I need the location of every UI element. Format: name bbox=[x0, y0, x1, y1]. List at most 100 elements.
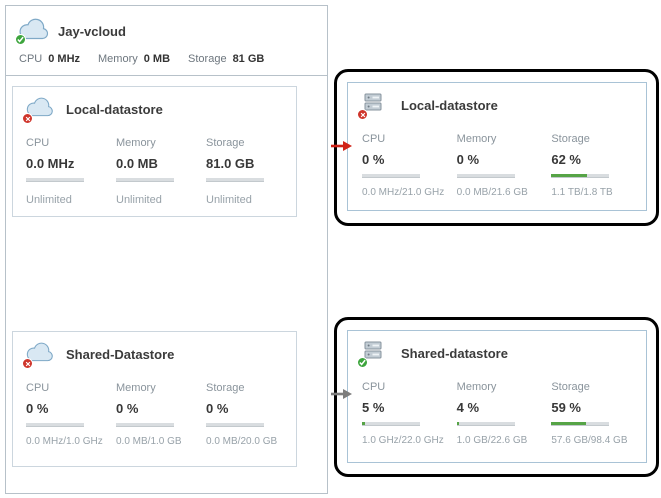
metric-label: Memory bbox=[116, 382, 156, 394]
vcloud-stats-row: CPU 0 MHz Memory 0 MB Storage 81 GB bbox=[19, 53, 282, 65]
highlight-callout-shared: Shared-datastore CPU 5 % 1.0 GHz/22.0 GH… bbox=[334, 317, 659, 477]
card-local-datastore-usage[interactable]: Local-datastore CPU 0 % 0.0 MHz/21.0 GHz… bbox=[347, 82, 647, 211]
cloud-icon bbox=[22, 97, 57, 124]
metric-label: Storage bbox=[551, 381, 590, 393]
stat-value-cpu: 0 MHz bbox=[48, 53, 81, 65]
usage-bar bbox=[206, 423, 264, 427]
metric-label: Storage bbox=[551, 133, 590, 145]
card-header: Local-datastore bbox=[348, 83, 646, 120]
metric-label: Storage bbox=[206, 382, 245, 394]
metric-cpu: CPU 0 % 0.0 MHz/21.0 GHz bbox=[362, 133, 457, 198]
provider-vdc-panel: Jay-vcloud CPU 0 MHz Memory 0 MB Storage… bbox=[5, 5, 328, 494]
metric-memory: Memory 0 % 0.0 MB/1.0 GB bbox=[116, 382, 206, 447]
metric-cpu: CPU 0 % 0.0 MHz/1.0 GHz bbox=[26, 382, 116, 447]
usage-bar bbox=[456, 174, 515, 178]
metric-storage: Storage 81.0 GB Unlimited bbox=[206, 137, 296, 206]
metric-label: CPU bbox=[362, 133, 386, 145]
usage-bar bbox=[26, 178, 84, 182]
metric-storage: Storage 59 % 57.6 GB/98.4 GB bbox=[551, 381, 646, 446]
highlight-callout-local: Local-datastore CPU 0 % 0.0 MHz/21.0 GHz… bbox=[334, 69, 659, 226]
usage-bar bbox=[116, 178, 174, 182]
metric-label: Storage bbox=[206, 137, 245, 149]
metric-value: 0 % bbox=[116, 401, 139, 416]
metric-label: Memory bbox=[456, 381, 497, 393]
card-title: Shared-datastore bbox=[401, 345, 508, 361]
gray-arrow-icon bbox=[331, 389, 352, 399]
card-header: Local-datastore bbox=[13, 87, 296, 124]
metric-sub: 1.0 GHz/22.0 GHz bbox=[362, 435, 444, 446]
metric-value: 0 % bbox=[206, 401, 229, 416]
metric-cpu: CPU 5 % 1.0 GHz/22.0 GHz bbox=[362, 381, 457, 446]
metrics-row: CPU 0 % 0.0 MHz/21.0 GHz Memory 0 % 0.0 … bbox=[348, 133, 646, 198]
metric-label: CPU bbox=[26, 382, 50, 394]
card-shared-datastore-usage[interactable]: Shared-datastore CPU 5 % 1.0 GHz/22.0 GH… bbox=[347, 330, 647, 463]
cloud-glyph bbox=[19, 18, 49, 40]
metrics-row: CPU 5 % 1.0 GHz/22.0 GHz Memory 4 % 1.0 … bbox=[348, 381, 646, 446]
cloud-icon bbox=[15, 18, 50, 45]
metric-sub: 0.0 MB/21.6 GB bbox=[456, 187, 528, 198]
metric-value: 0 % bbox=[456, 152, 480, 167]
card-shared-datastore-allocation[interactable]: Shared-Datastore CPU 0 % 0.0 MHz/1.0 GHz… bbox=[12, 331, 297, 467]
red-arrow-icon bbox=[331, 141, 352, 151]
usage-bar bbox=[206, 178, 264, 182]
metric-sub: Unlimited bbox=[26, 194, 72, 206]
stat-label-storage: Storage bbox=[188, 53, 227, 65]
usage-bar bbox=[551, 174, 610, 178]
metric-memory: Memory 0 % 0.0 MB/21.6 GB bbox=[456, 133, 552, 198]
metric-memory: Memory 4 % 1.0 GB/22.6 GB bbox=[456, 381, 552, 446]
metric-label: CPU bbox=[362, 381, 386, 393]
metric-sub: 0.0 MHz/21.0 GHz bbox=[362, 187, 445, 198]
usage-bar bbox=[362, 422, 420, 426]
usage-bar bbox=[456, 422, 515, 426]
vcloud-header: Jay-vcloud CPU 0 MHz Memory 0 MB Storage… bbox=[6, 6, 327, 76]
status-error-icon bbox=[22, 358, 33, 369]
metric-value: 0 % bbox=[26, 401, 49, 416]
metrics-row: CPU 0 % 0.0 MHz/1.0 GHz Memory 0 % 0.0 M… bbox=[13, 382, 296, 447]
card-header: Shared-Datastore bbox=[13, 332, 296, 369]
status-error-icon bbox=[22, 113, 33, 124]
metric-value: 59 % bbox=[551, 400, 581, 415]
metric-value: 0 % bbox=[362, 152, 385, 167]
metric-value: 4 % bbox=[456, 400, 480, 415]
metric-value: 0.0 MHz bbox=[26, 156, 75, 171]
metric-label: Memory bbox=[456, 133, 497, 145]
metric-sub: 0.0 MHz/1.0 GHz bbox=[26, 436, 103, 447]
vcloud-title: Jay-vcloud bbox=[58, 24, 126, 39]
metric-value: 62 % bbox=[551, 152, 581, 167]
metric-sub: 0.0 MB/1.0 GB bbox=[116, 436, 182, 447]
status-error-icon bbox=[357, 109, 368, 120]
metric-value: 81.0 GB bbox=[206, 156, 255, 171]
metric-storage: Storage 62 % 1.1 TB/1.8 TB bbox=[551, 133, 646, 198]
metric-label: CPU bbox=[26, 137, 50, 149]
datastore-icon bbox=[357, 93, 392, 120]
datastore-icon bbox=[357, 341, 392, 368]
card-title: Local-datastore bbox=[401, 97, 498, 113]
metric-sub: 0.0 MB/20.0 GB bbox=[206, 436, 278, 447]
cloud-icon bbox=[22, 342, 57, 369]
metric-memory: Memory 0.0 MB Unlimited bbox=[116, 137, 206, 206]
status-ok-icon bbox=[357, 357, 368, 368]
metric-sub: 57.6 GB/98.4 GB bbox=[551, 435, 628, 446]
usage-bar bbox=[362, 174, 420, 178]
stat-label-memory: Memory bbox=[98, 53, 138, 65]
metric-value: 0.0 MB bbox=[116, 156, 158, 171]
stat-value-storage: 81 GB bbox=[232, 53, 265, 65]
metric-cpu: CPU 0.0 MHz Unlimited bbox=[26, 137, 116, 206]
usage-bar bbox=[26, 423, 84, 427]
stat-label-cpu: CPU bbox=[19, 53, 43, 65]
metric-value: 5 % bbox=[362, 400, 385, 415]
usage-bar bbox=[116, 423, 174, 427]
metric-sub: Unlimited bbox=[206, 194, 252, 206]
card-header: Shared-datastore bbox=[348, 331, 646, 368]
status-ok-icon bbox=[15, 34, 26, 45]
card-title: Shared-Datastore bbox=[66, 346, 175, 362]
metric-sub: 1.0 GB/22.6 GB bbox=[456, 435, 528, 446]
metrics-row: CPU 0.0 MHz Unlimited Memory 0.0 MB Unli… bbox=[13, 137, 296, 206]
metric-sub: Unlimited bbox=[116, 194, 162, 206]
metric-storage: Storage 0 % 0.0 MB/20.0 GB bbox=[206, 382, 296, 447]
metric-label: Memory bbox=[116, 137, 156, 149]
usage-bar bbox=[551, 422, 610, 426]
card-local-datastore-allocation[interactable]: Local-datastore CPU 0.0 MHz Unlimited Me… bbox=[12, 86, 297, 217]
stat-value-memory: 0 MB bbox=[143, 53, 171, 65]
